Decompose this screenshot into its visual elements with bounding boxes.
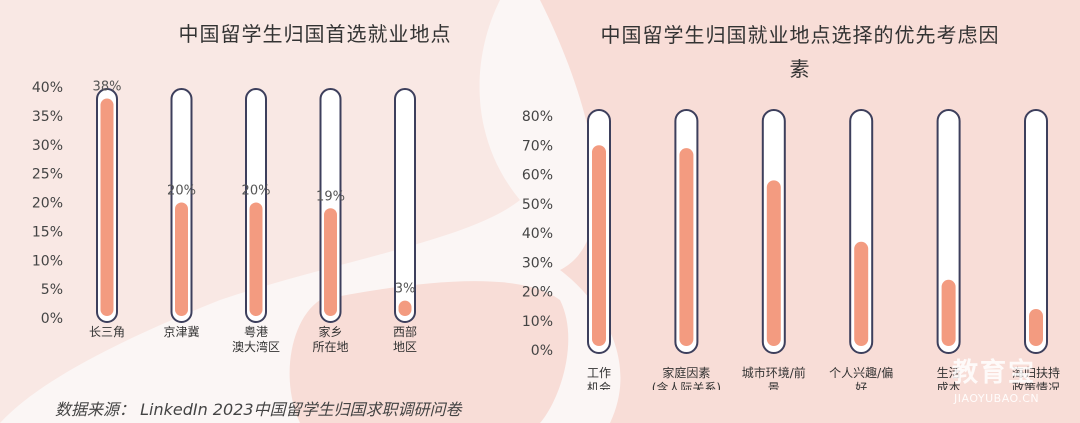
data-label: 19% [316,189,345,204]
bar [324,208,337,316]
x-tick-label: 澳大湾区 [232,339,280,354]
bar [679,148,694,346]
x-tick-label: 长三角 [89,325,125,339]
x-tick-label: 城市环境/前 [742,365,806,380]
bar [249,202,263,316]
y-tick-label: 15% [32,224,63,240]
chart-2-title: 中国留学生归国就业地点选择的优先考虑因素 [600,23,1000,81]
data-label: 20% [242,184,271,199]
y-tick-label: 10% [32,253,63,269]
bar-tube [394,88,416,323]
x-tick-label: 所在地 [312,340,348,354]
x-tick-label: 机会 [587,381,611,390]
x-tick-label: 个人兴趣/偏 [829,365,893,380]
x-tick-label: 海归扶持 [1012,365,1060,380]
bar [175,202,188,316]
y-tick-label: 5% [41,282,63,298]
chart-1: 0% 5% 10% 15% 20% 25% 30% 35% 40% 38% 长三角 20% 京津冀 20%… [32,80,417,354]
x-tick-label: 工作 [587,366,611,380]
bar [766,180,781,346]
bar [1029,309,1043,346]
y-tick-label: 20% [522,285,553,301]
y-tick-label: 40% [32,80,63,96]
x-tick-label: 生活 [937,366,961,380]
y-tick-label: 80% [522,109,553,125]
y-tick-label: 25% [32,167,63,183]
x-tick-label: 西部 [393,324,417,339]
watermark-sub-text: JIAOYUBAO.CN [954,392,1040,405]
y-tick-label: 0% [41,311,63,327]
y-tick-label: 50% [522,197,553,213]
bar [941,279,956,346]
y-tick-label: 30% [32,138,63,154]
watermark-logo: 教育宝 JIAOYUBAO.CN [952,352,1062,412]
watermark-main-text: 教育宝 [952,358,1037,388]
y-tick-label: 70% [522,138,553,154]
x-tick-label: 京津冀 [163,325,199,339]
y-tick-label: 20% [32,196,63,212]
x-tick-label: (含人际关系) [652,380,721,390]
x-tick-label: 好 [855,381,867,390]
data-label: 20% [167,184,196,199]
bar [398,300,412,316]
data-source-note: 数据来源： LinkedIn 2023中国留学生归国求职调研问卷 [55,400,462,419]
bar-tube [1024,109,1048,354]
chart-1-title: 中国留学生归国首选就业地点 [178,22,452,46]
y-tick-label: 60% [522,168,553,184]
bar [854,241,869,346]
y-tick-label: 30% [522,255,553,271]
y-tick-label: 10% [522,314,553,330]
x-tick-label: 政策情况 [1012,381,1060,390]
y-tick-label: 35% [32,109,63,125]
x-tick-label: 粤港 [244,324,268,339]
bar [100,98,114,316]
x-tick-label: 家庭因素 [662,365,710,380]
x-tick-label: 家乡 [318,324,342,339]
x-tick-label: 成本 [937,381,961,390]
data-label: 38% [93,80,122,95]
x-tick-label: 景 [768,381,780,390]
data-label: 3% [395,282,416,297]
x-tick-label: 地区 [393,340,417,354]
bar [592,145,606,346]
y-tick-label: 40% [522,226,553,242]
y-tick-label: 0% [531,343,553,359]
